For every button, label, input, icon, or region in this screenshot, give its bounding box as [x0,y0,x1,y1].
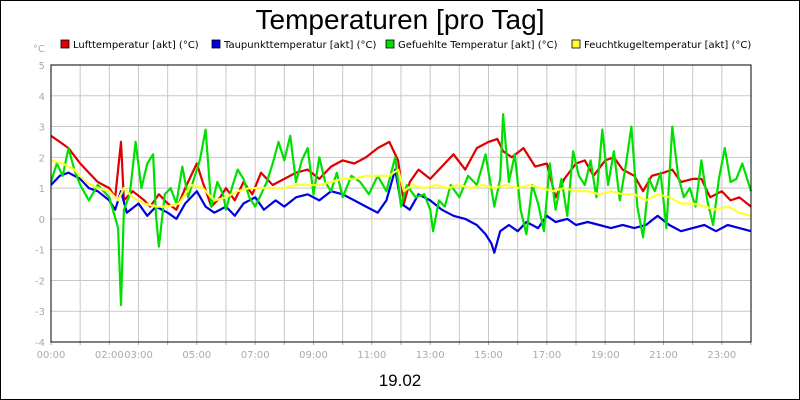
x-tick-label: 00:00 [37,350,66,361]
legend-swatch [385,39,395,49]
legend-item: Taupunkttemperatur [akt] (°C) [211,39,376,51]
legend-label: Lufttemperatur [akt] (°C) [73,40,199,51]
x-tick-label: 11:00 [357,350,386,361]
x-tick-label: 15:00 [474,350,503,361]
x-tick-label: 23:00 [707,350,736,361]
series-line-3 [49,113,753,307]
y-tick-label: 1 [39,184,45,195]
legend-swatch [571,39,581,49]
y-tick-label: 5 [39,61,45,72]
series-line-4 [50,159,752,217]
y-tick-label: -3 [35,307,45,318]
plot-border [50,64,752,343]
legend-label: Gefuehlte Temperatur [akt] (°C) [398,40,558,51]
chart-title: Temperaturen [pro Tag] [256,4,545,35]
y-tick-label: 2 [39,153,45,164]
legend-item: Feuchtkugeltemperatur [akt] (°C) [571,39,751,51]
y-axis-unit-label: °C [33,44,45,55]
x-tick-label: 21:00 [649,350,678,361]
chart-series [49,113,753,307]
x-tick-label: 19:00 [591,350,620,361]
x-axis-date-label: 19.02 [379,371,422,390]
y-tick-label: 4 [39,92,45,103]
x-axis: 00:00 02:00 03:00 05:00 07:00 09:00 11:00 13:00… [37,350,737,361]
x-tick-label: 05:00 [182,350,211,361]
legend-item: Lufttemperatur [akt] (°C) [60,39,199,51]
x-tick-label: 07:00 [241,350,270,361]
y-tick-label: -4 [35,338,45,349]
legend-swatch [211,39,221,49]
series-line-2 [50,168,752,254]
y-tick-label: 3 [39,123,45,134]
x-tick-label: 13:00 [416,350,445,361]
y-tick-label: -2 [35,276,45,287]
chart-legend: Lufttemperatur [akt] (°C) Taupunkttempera… [60,39,751,51]
y-tick-label: 0 [39,215,45,226]
y-tick-label: -1 [35,246,45,257]
x-tick-label: 03:00 [124,350,153,361]
x-tick-label: 17:00 [532,350,561,361]
x-tick-label: 02:00 [95,350,124,361]
legend-label: Feuchtkugeltemperatur [akt] (°C) [584,40,751,51]
x-tick-label: 09:00 [299,350,328,361]
y-axis: 5 4 3 2 1 0 -1 -2 -3 -4 [35,61,45,349]
legend-swatch [60,39,70,49]
legend-item: Gefuehlte Temperatur [akt] (°C) [385,39,558,51]
legend-label: Taupunkttemperatur [akt] (°C) [223,40,376,51]
